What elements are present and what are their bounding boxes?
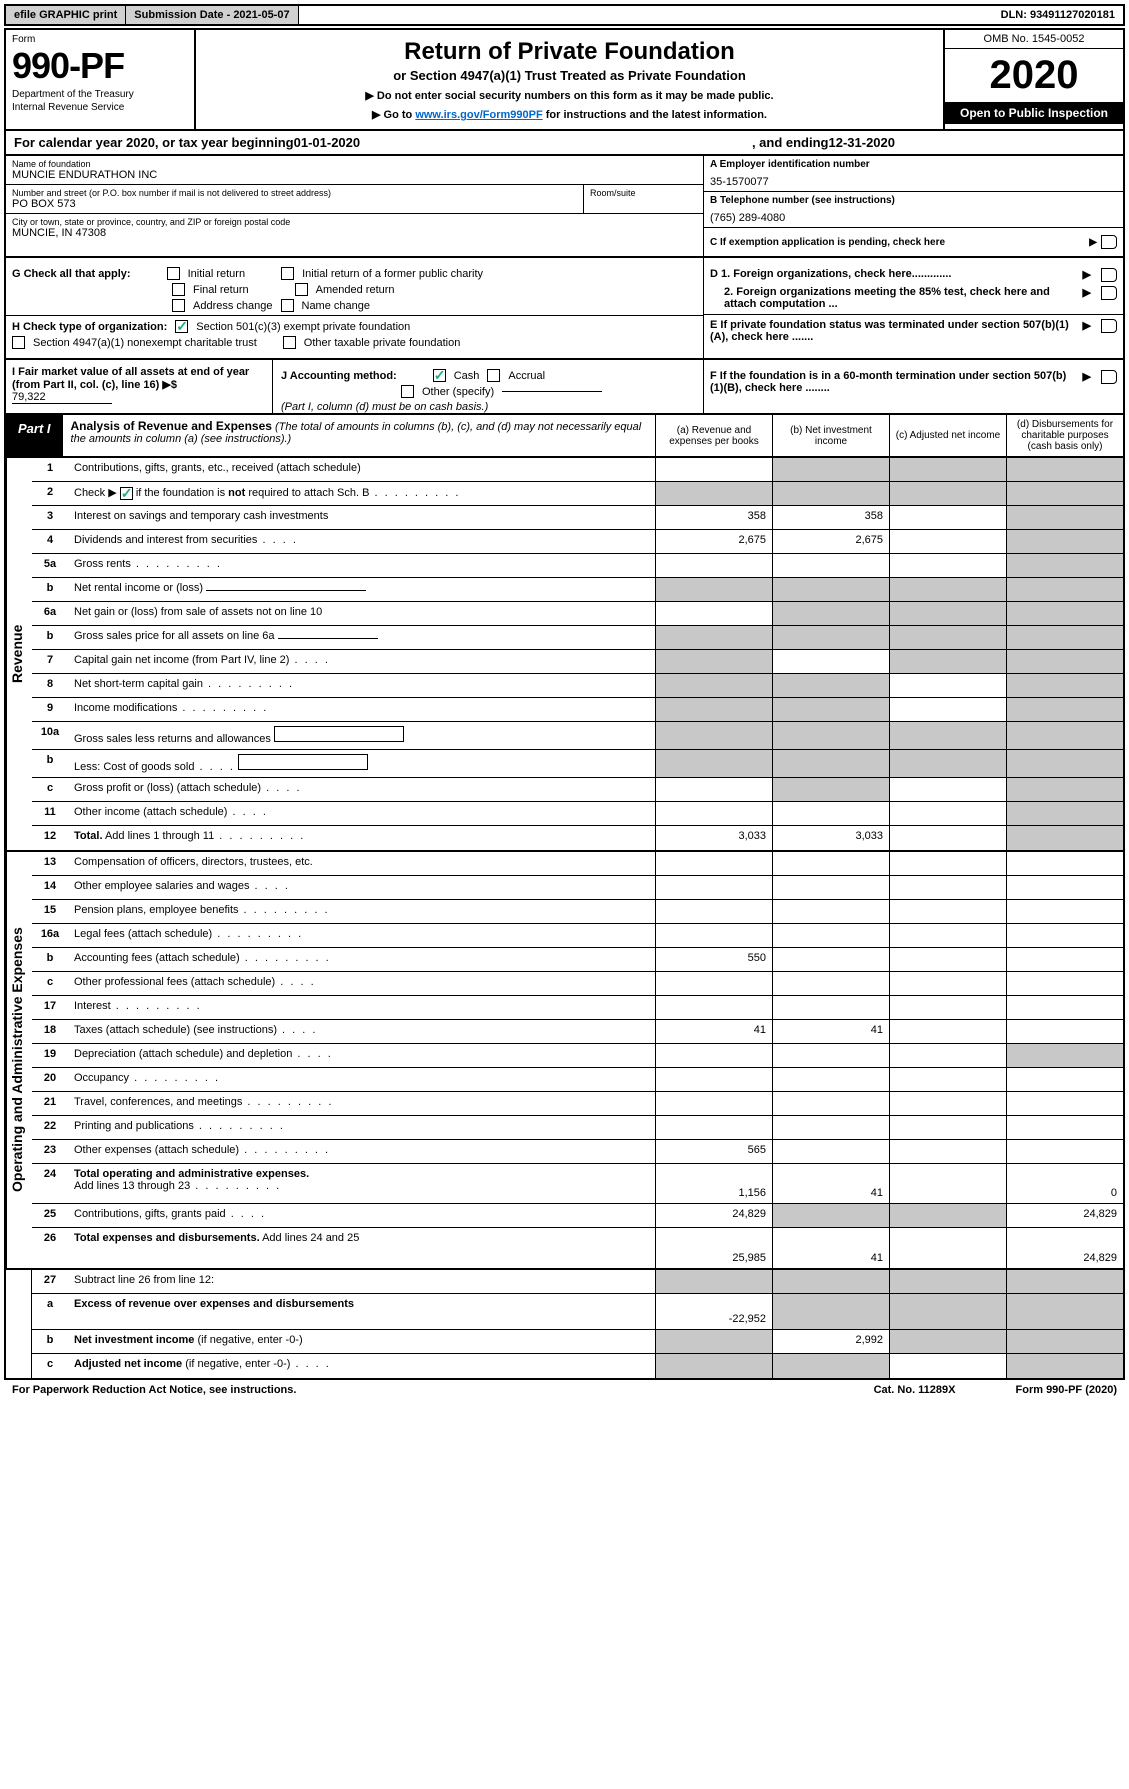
top-bar: efile GRAPHIC print Submission Date - 20… bbox=[4, 4, 1125, 26]
final-return-checkbox[interactable] bbox=[172, 283, 185, 296]
r4-a: 2,675 bbox=[655, 530, 772, 553]
ein: 35-1570077 bbox=[710, 176, 1117, 188]
i-fmv-value: 79,322 bbox=[12, 391, 112, 404]
e-checkbox[interactable] bbox=[1101, 319, 1117, 333]
r24-b: 41 bbox=[772, 1164, 889, 1203]
j-label: J Accounting method: bbox=[281, 370, 397, 382]
r12-b: 3,033 bbox=[772, 826, 889, 850]
irs-label: Internal Revenue Service bbox=[12, 102, 188, 113]
r27b-b: 2,992 bbox=[772, 1330, 889, 1353]
form-footer-label: Form 990-PF (2020) bbox=[1016, 1384, 1118, 1396]
part1-title: Analysis of Revenue and Expenses bbox=[71, 419, 272, 433]
form-header: Form 990-PF Department of the Treasury I… bbox=[4, 28, 1125, 131]
col-b-header: (b) Net investment income bbox=[772, 415, 889, 456]
tax-year: 2020 bbox=[945, 49, 1123, 102]
form-number: 990-PF bbox=[12, 45, 188, 87]
r27a-a: -22,952 bbox=[655, 1294, 772, 1329]
r25-d: 24,829 bbox=[1006, 1204, 1123, 1227]
f-checkbox[interactable] bbox=[1101, 370, 1117, 384]
r26-a: 25,985 bbox=[655, 1228, 772, 1268]
c-exemption-label: C If exemption application is pending, c… bbox=[710, 237, 1089, 248]
name-change-checkbox[interactable] bbox=[281, 299, 294, 312]
dept-treasury: Department of the Treasury bbox=[12, 89, 188, 100]
r18-a: 41 bbox=[655, 1020, 772, 1043]
d2-checkbox[interactable] bbox=[1101, 286, 1117, 300]
phone: (765) 289-4080 bbox=[710, 212, 1117, 224]
year-begin: 01-01-2020 bbox=[294, 135, 361, 150]
catalog-number: Cat. No. 11289X bbox=[874, 1384, 956, 1396]
r16b-a: 550 bbox=[655, 948, 772, 971]
ssn-warning: ▶ Do not enter social security numbers o… bbox=[204, 89, 935, 102]
check-options: G Check all that apply: Initial return I… bbox=[4, 258, 1125, 360]
city-state-zip: MUNCIE, IN 47308 bbox=[12, 227, 697, 239]
foundation-info: Name of foundation MUNCIE ENDURATHON INC… bbox=[4, 156, 1125, 258]
room-label: Room/suite bbox=[590, 188, 703, 198]
r26-b: 41 bbox=[772, 1228, 889, 1268]
page-footer: For Paperwork Reduction Act Notice, see … bbox=[4, 1380, 1125, 1400]
line27-table: 27Subtract line 26 from line 12: aExcess… bbox=[4, 1270, 1125, 1380]
name-label: Name of foundation bbox=[12, 159, 697, 169]
accrual-checkbox[interactable] bbox=[487, 369, 500, 382]
h-label: H Check type of organization: bbox=[12, 321, 167, 333]
expenses-side-label: Operating and Administrative Expenses bbox=[6, 852, 32, 1268]
part1-label: Part I bbox=[6, 415, 63, 456]
address-label: Number and street (or P.O. box number if… bbox=[12, 188, 583, 198]
submission-date: Submission Date - 2021-05-07 bbox=[126, 6, 298, 24]
f-label: F If the foundation is in a 60-month ter… bbox=[710, 370, 1066, 394]
expenses-table: Operating and Administrative Expenses 13… bbox=[4, 852, 1125, 1270]
city-label: City or town, state or province, country… bbox=[12, 217, 697, 227]
initial-former-checkbox[interactable] bbox=[281, 267, 294, 280]
efile-print[interactable]: efile GRAPHIC print bbox=[6, 6, 126, 24]
dln: DLN: 93491127020181 bbox=[993, 6, 1123, 24]
part1-header: Part I Analysis of Revenue and Expenses … bbox=[4, 415, 1125, 458]
amended-return-checkbox[interactable] bbox=[295, 283, 308, 296]
r24-d: 0 bbox=[1006, 1164, 1123, 1203]
omb-number: OMB No. 1545-0052 bbox=[945, 30, 1123, 49]
paperwork-notice: For Paperwork Reduction Act Notice, see … bbox=[12, 1384, 296, 1396]
address-change-checkbox[interactable] bbox=[172, 299, 185, 312]
4947-checkbox[interactable] bbox=[12, 336, 25, 349]
j-note: (Part I, column (d) must be on cash basi… bbox=[281, 401, 697, 413]
col-a-header: (a) Revenue and expenses per books bbox=[655, 415, 772, 456]
initial-return-checkbox[interactable] bbox=[167, 267, 180, 280]
i-label: I Fair market value of all assets at end… bbox=[12, 366, 249, 391]
d2-label: 2. Foreign organizations meeting the 85%… bbox=[724, 286, 1050, 310]
r23-a: 565 bbox=[655, 1140, 772, 1163]
other-taxable-checkbox[interactable] bbox=[283, 336, 296, 349]
r12-a: 3,033 bbox=[655, 826, 772, 850]
col-c-header: (c) Adjusted net income bbox=[889, 415, 1006, 456]
revenue-side-label: Revenue bbox=[6, 458, 32, 850]
inspection-label: Open to Public Inspection bbox=[945, 102, 1123, 124]
d1-label: D 1. Foreign organizations, check here..… bbox=[710, 268, 951, 280]
form-label: Form bbox=[12, 34, 188, 45]
c-checkbox[interactable] bbox=[1101, 235, 1117, 249]
col-d-header: (d) Disbursements for charitable purpose… bbox=[1006, 415, 1123, 456]
ein-label: A Employer identification number bbox=[710, 159, 1117, 170]
other-method-checkbox[interactable] bbox=[401, 385, 414, 398]
sch-b-checkbox[interactable] bbox=[120, 487, 133, 500]
goto-line: ▶ Go to www.irs.gov/Form990PF for instru… bbox=[204, 108, 935, 121]
g-label: G Check all that apply: bbox=[12, 268, 131, 280]
e-label: E If private foundation status was termi… bbox=[710, 319, 1069, 343]
phone-label: B Telephone number (see instructions) bbox=[710, 195, 1117, 206]
r26-d: 24,829 bbox=[1006, 1228, 1123, 1268]
form-subtitle: or Section 4947(a)(1) Trust Treated as P… bbox=[204, 68, 935, 83]
d1-checkbox[interactable] bbox=[1101, 268, 1117, 282]
501c3-checkbox[interactable] bbox=[175, 320, 188, 333]
r4-b: 2,675 bbox=[772, 530, 889, 553]
revenue-table: Revenue 1Contributions, gifts, grants, e… bbox=[4, 458, 1125, 852]
accounting-row: I Fair market value of all assets at end… bbox=[4, 360, 1125, 415]
form-title: Return of Private Foundation bbox=[204, 38, 935, 66]
r3-a: 358 bbox=[655, 506, 772, 529]
year-end: 12-31-2020 bbox=[829, 135, 896, 150]
calendar-year-row: For calendar year 2020, or tax year begi… bbox=[4, 131, 1125, 156]
r24-a: 1,156 bbox=[655, 1164, 772, 1203]
r3-b: 358 bbox=[772, 506, 889, 529]
foundation-name: MUNCIE ENDURATHON INC bbox=[12, 169, 697, 181]
r25-a: 24,829 bbox=[655, 1204, 772, 1227]
cash-checkbox[interactable] bbox=[433, 369, 446, 382]
r18-b: 41 bbox=[772, 1020, 889, 1043]
address: PO BOX 573 bbox=[12, 198, 583, 210]
irs-link[interactable]: www.irs.gov/Form990PF bbox=[415, 109, 542, 121]
